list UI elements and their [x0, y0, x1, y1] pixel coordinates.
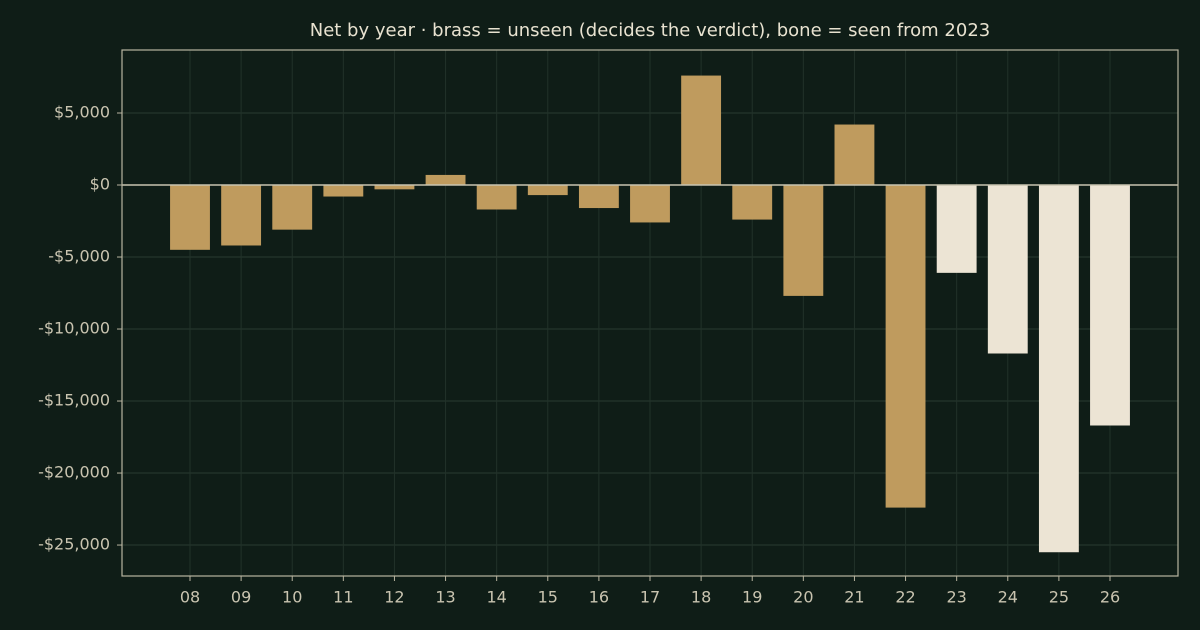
- bar: [885, 185, 926, 508]
- bar: [374, 185, 415, 190]
- bar: [936, 185, 977, 273]
- y-tick-label: -$5,000: [48, 247, 110, 266]
- x-tick-label: 25: [1049, 588, 1069, 607]
- y-tick-label: -$25,000: [38, 535, 110, 554]
- x-tick-label: 21: [844, 588, 864, 607]
- x-tick-label: 22: [895, 588, 915, 607]
- x-tick-label: 12: [384, 588, 404, 607]
- x-tick-label: 26: [1100, 588, 1120, 607]
- x-tick-label: 18: [691, 588, 711, 607]
- x-tick-label: 14: [486, 588, 506, 607]
- x-tick-label: 19: [742, 588, 762, 607]
- x-tick-label: 08: [180, 588, 200, 607]
- bar: [221, 185, 262, 246]
- y-tick-label: -$20,000: [38, 463, 110, 482]
- bar: [527, 185, 568, 196]
- x-tick-label: 24: [998, 588, 1018, 607]
- x-tick-label: 11: [333, 588, 353, 607]
- y-tick-label: -$10,000: [38, 319, 110, 338]
- x-tick-label: 17: [640, 588, 660, 607]
- bar: [476, 185, 517, 210]
- x-tick-label: 13: [435, 588, 455, 607]
- bar: [1038, 185, 1079, 553]
- y-tick-label: $5,000: [54, 103, 110, 122]
- x-tick-label: 10: [282, 588, 302, 607]
- bar: [834, 124, 875, 186]
- bar: [783, 185, 824, 296]
- bar: [170, 185, 210, 250]
- bar: [987, 185, 1028, 354]
- bar: [630, 185, 670, 223]
- bar: [732, 185, 773, 220]
- bar: [425, 174, 466, 186]
- x-tick-label: 16: [589, 588, 609, 607]
- plot-frame: [121, 49, 1179, 577]
- x-tick-label: 23: [946, 588, 966, 607]
- x-tick-label: 15: [538, 588, 558, 607]
- x-tick-label: 20: [793, 588, 813, 607]
- y-tick-label: -$15,000: [38, 391, 110, 410]
- x-tick-label: 09: [231, 588, 251, 607]
- bar: [323, 185, 364, 197]
- chart-title: Net by year · brass = unseen (decides th…: [310, 20, 991, 41]
- bar: [578, 185, 619, 209]
- bar: [681, 75, 722, 186]
- bar: [272, 185, 313, 230]
- bar: [1090, 185, 1130, 426]
- y-tick-label: $0: [90, 175, 110, 194]
